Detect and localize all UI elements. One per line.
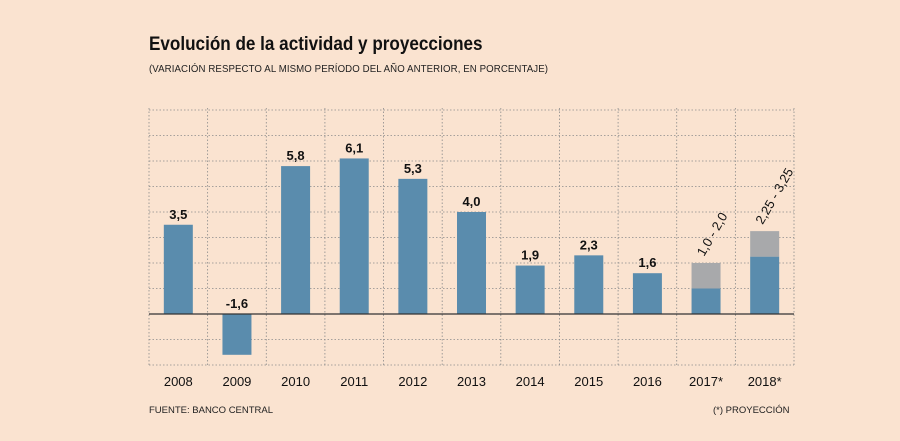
bar bbox=[457, 212, 486, 314]
bar-projection-base bbox=[691, 288, 721, 314]
data-label: -1,6 bbox=[226, 296, 248, 311]
bar-projection-range bbox=[750, 231, 780, 257]
bar bbox=[574, 255, 604, 314]
chart-subtitle: (VARIACIÓN RESPECTO AL MISMO PERÍODO DEL… bbox=[149, 63, 549, 75]
bar bbox=[515, 265, 545, 314]
projection-note: (*) PROYECCIÓN bbox=[713, 405, 790, 416]
x-tick-label: 2010 bbox=[281, 374, 310, 389]
x-tick-label: 2017* bbox=[689, 374, 723, 389]
bar-projection-base bbox=[750, 256, 780, 314]
bar bbox=[398, 178, 428, 314]
x-tick-label: 2015 bbox=[574, 374, 603, 389]
bar bbox=[222, 314, 252, 355]
data-label: 5,3 bbox=[404, 161, 422, 176]
x-tick-label: 2016 bbox=[633, 374, 662, 389]
data-label: 3,5 bbox=[169, 207, 187, 222]
data-label-range: 2,25 - 3,25 bbox=[752, 165, 796, 226]
data-label: 1,6 bbox=[638, 255, 656, 270]
data-label: 1,9 bbox=[521, 248, 539, 263]
bar bbox=[281, 166, 311, 314]
x-tick-label: 2014 bbox=[516, 374, 545, 389]
data-label: 4,0 bbox=[462, 194, 480, 209]
bar-projection-range bbox=[691, 263, 721, 289]
data-label: 6,1 bbox=[345, 140, 363, 155]
data-label: 5,8 bbox=[287, 148, 305, 163]
x-tick-label: 2008 bbox=[164, 374, 193, 389]
bar bbox=[632, 273, 662, 314]
x-tick-label: 2018* bbox=[748, 374, 782, 389]
bar bbox=[339, 158, 369, 314]
x-tick-label: 2009 bbox=[222, 374, 251, 389]
chart-title: Evolución de la actividad y proyecciones bbox=[149, 34, 483, 55]
bar bbox=[163, 224, 193, 314]
x-tick-label: 2012 bbox=[398, 374, 427, 389]
data-label: 2,3 bbox=[580, 237, 598, 252]
source-note: FUENTE: BANCO CENTRAL bbox=[149, 405, 274, 416]
x-tick-label: 2011 bbox=[340, 374, 368, 389]
data-label-range: 1,0 - 2,0 bbox=[694, 210, 731, 259]
x-tick-label: 2013 bbox=[457, 374, 486, 389]
